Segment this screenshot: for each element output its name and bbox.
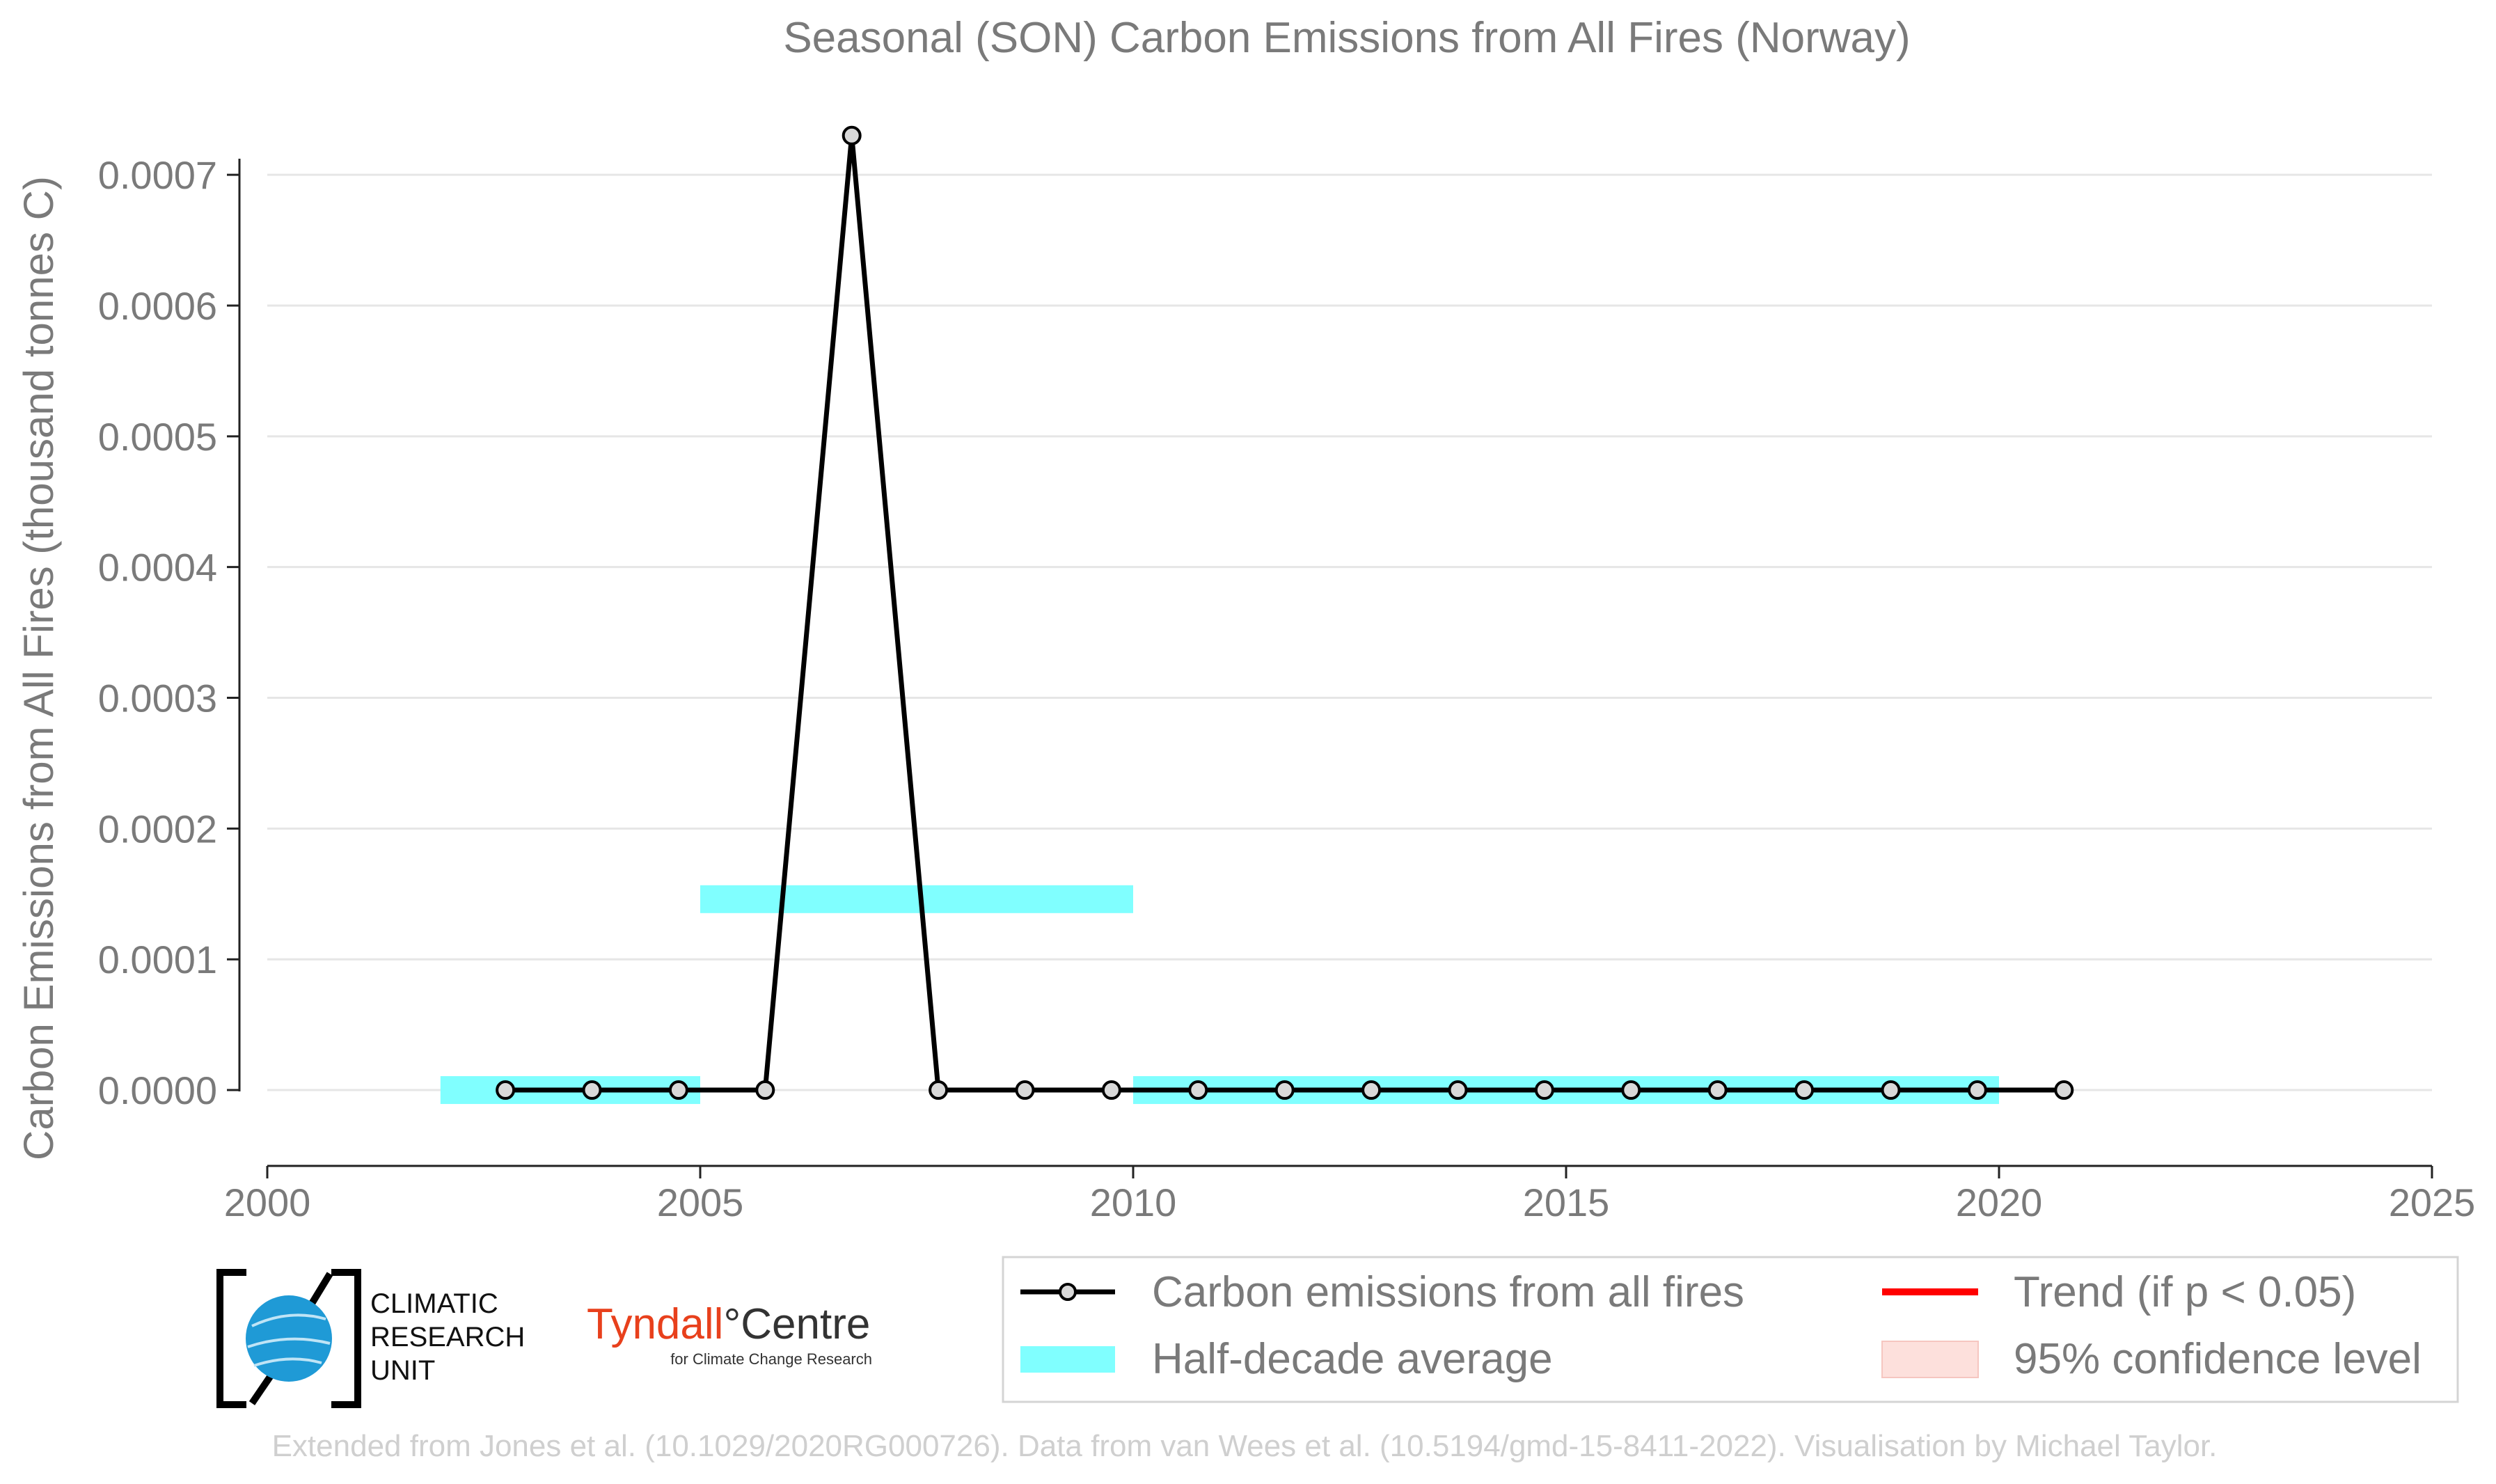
data-point-1 bbox=[582, 1080, 602, 1100]
y-tick-label-5: 0.0005 bbox=[98, 415, 217, 459]
data-point-12 bbox=[1534, 1080, 1554, 1100]
y-tick-label-0: 0.0000 bbox=[98, 1068, 217, 1112]
data-point-14 bbox=[1707, 1080, 1728, 1100]
data-point-5 bbox=[929, 1080, 949, 1100]
cru-logo-line-3: UNIT bbox=[370, 1355, 435, 1386]
x-tick-label-0: 2000 bbox=[224, 1181, 311, 1224]
cru-logo-frame-right bbox=[331, 1269, 361, 1408]
cru-logo-slash-top bbox=[307, 1272, 333, 1308]
legend: Carbon emissions from all fires Half-dec… bbox=[1002, 1256, 2459, 1403]
legend-label-confidence: 95% confidence level bbox=[2014, 1335, 2422, 1383]
data-point-13 bbox=[1621, 1080, 1641, 1100]
x-tick-label-1: 2005 bbox=[657, 1181, 744, 1224]
legend-label-half-decade: Half-decade average bbox=[1152, 1335, 1553, 1383]
data-point-3 bbox=[755, 1080, 775, 1100]
data-point-11 bbox=[1448, 1080, 1468, 1100]
legend-swatch-confidence bbox=[1881, 1341, 1979, 1378]
tyndall-logo-subtitle: for Climate Change Research bbox=[670, 1350, 872, 1368]
x-tick-label-3: 2015 bbox=[1523, 1181, 1610, 1224]
y-axis-label: Carbon Emissions from All Fires (thousan… bbox=[15, 176, 62, 1160]
x-tick-label-4: 2020 bbox=[1956, 1181, 2043, 1224]
data-point-2 bbox=[668, 1080, 688, 1100]
cru-logo: CLIMATIC RESEARCH UNIT bbox=[216, 1269, 525, 1408]
data-point-16 bbox=[1881, 1080, 1901, 1100]
tyndall-logo-name: Tyndall bbox=[587, 1300, 723, 1348]
credit-text: Extended from Jones et al. (10.1029/2020… bbox=[272, 1429, 2218, 1463]
grid-lines bbox=[267, 173, 2432, 1091]
cru-logo-line-2: RESEARCH bbox=[370, 1322, 525, 1352]
data-point-10 bbox=[1361, 1080, 1382, 1100]
y-tick-label-4: 0.0004 bbox=[98, 546, 217, 590]
data-point-18 bbox=[2054, 1080, 2074, 1100]
data-point-4 bbox=[842, 125, 862, 145]
tyndall-logo-wordmark: Tyndall°Centre bbox=[587, 1300, 870, 1348]
data-point-7 bbox=[1101, 1080, 1121, 1100]
y-tick-label-7: 0.0007 bbox=[98, 153, 217, 197]
globe-icon-lines bbox=[247, 1313, 331, 1367]
x-axis-ticks: 2000 2005 2010 2015 2020 2025 bbox=[224, 1166, 2476, 1224]
data-point-15 bbox=[1794, 1080, 1815, 1100]
y-tick-label-2: 0.0002 bbox=[98, 807, 217, 851]
cru-logo-frame-left bbox=[216, 1269, 246, 1408]
data-point-8 bbox=[1188, 1080, 1208, 1100]
legend-swatch-half-decade bbox=[1020, 1346, 1115, 1373]
data-series bbox=[496, 125, 2074, 1100]
tyndall-logo-degree: ° bbox=[723, 1300, 741, 1348]
y-axis-ticks: 0.0000 0.0001 0.0002 0.0003 0.0004 0.0005 0.00… bbox=[98, 153, 239, 1112]
half-decade-average-bands bbox=[440, 885, 1999, 1105]
x-tick-label-2: 2010 bbox=[1090, 1181, 1177, 1224]
y-tick-label-1: 0.0001 bbox=[98, 938, 217, 981]
y-tick-label-3: 0.0003 bbox=[98, 677, 217, 720]
half-decade-bar-1 bbox=[700, 885, 1133, 913]
legend-label-emissions: Carbon emissions from all fires bbox=[1152, 1268, 1744, 1316]
data-point-17 bbox=[1967, 1080, 1987, 1100]
y-tick-label-6: 0.0006 bbox=[98, 284, 217, 328]
tyndall-logo-centre: Centre bbox=[741, 1300, 870, 1348]
legend-label-trend: Trend (if p < 0.05) bbox=[2014, 1268, 2356, 1316]
series-line-0 bbox=[505, 135, 2064, 1093]
chart-title: Seasonal (SON) Carbon Emissions from All… bbox=[783, 14, 1910, 62]
legend-box bbox=[1002, 1256, 2459, 1403]
data-point-0 bbox=[496, 1080, 516, 1100]
cru-logo-slash-bottom bbox=[248, 1371, 276, 1405]
legend-swatch-emissions-marker bbox=[1059, 1283, 1077, 1301]
data-point-6 bbox=[1015, 1080, 1035, 1100]
x-tick-label-5: 2025 bbox=[2389, 1181, 2476, 1224]
tyndall-logo: Tyndall°Centre for Climate Change Resear… bbox=[587, 1300, 872, 1368]
data-point-9 bbox=[1274, 1080, 1295, 1100]
cru-logo-line-1: CLIMATIC bbox=[370, 1288, 498, 1319]
